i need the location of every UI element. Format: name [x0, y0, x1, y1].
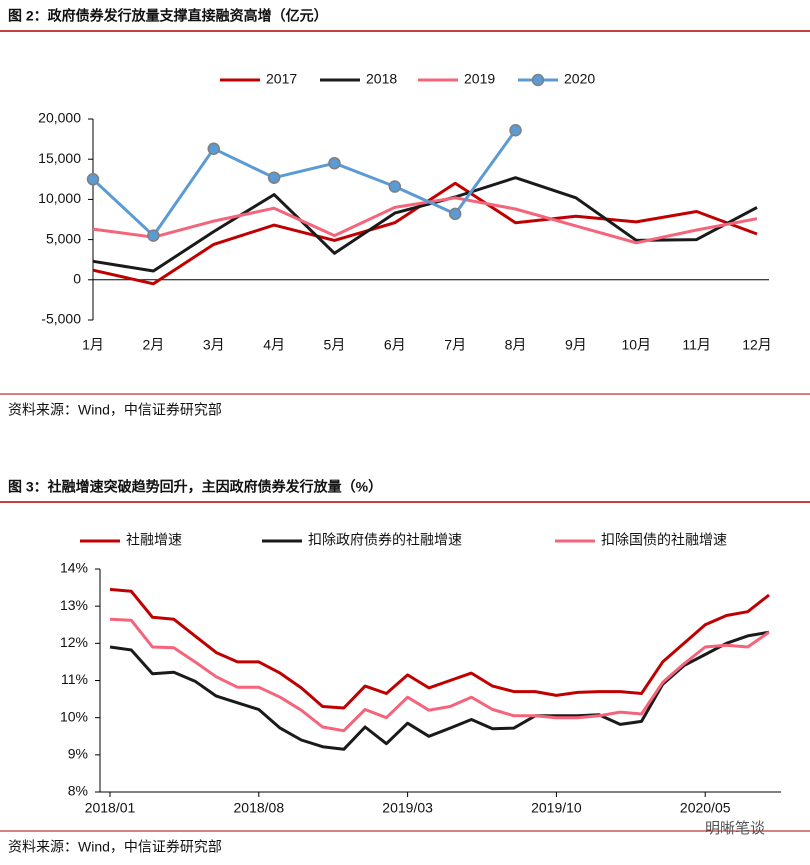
y-tick-label: 0 — [73, 271, 81, 287]
x-tick-label: 2019/03 — [382, 800, 433, 816]
y-tick-label: 14% — [60, 560, 88, 576]
point — [509, 124, 522, 137]
figure-caption: 图 3：社融增速突破趋势回升，主因政府债券发行放量（%） — [8, 479, 382, 495]
x-tick-label: 2018/01 — [85, 800, 136, 816]
y-tick-label: 10,000 — [38, 190, 81, 206]
legend-label: 2020 — [564, 71, 595, 87]
y-tick-label: 5,000 — [46, 230, 81, 246]
point — [267, 171, 281, 184]
y-tick-label: 13% — [60, 597, 88, 613]
x-tick-label: 7月 — [444, 337, 466, 353]
y-tick-label: 9% — [68, 746, 88, 762]
x-tick-label: 2020/05 — [680, 800, 731, 816]
legend-label: 2019 — [464, 71, 495, 87]
y-tick-label: 15,000 — [38, 150, 81, 166]
x-tick-label: 6月 — [384, 337, 406, 353]
y-tick-label: 11% — [61, 671, 88, 687]
point — [86, 173, 100, 186]
x-tick-label: 2月 — [142, 337, 164, 353]
x-tick-label: 8月 — [505, 337, 527, 353]
y-tick-label: 10% — [60, 708, 88, 724]
x-tick-label: 9月 — [565, 337, 587, 353]
x-tick-label: 2019/10 — [531, 800, 582, 816]
y-tick-label: 8% — [68, 783, 88, 799]
legend-label: 2017 — [266, 71, 297, 87]
x-tick-label: 12月 — [742, 337, 772, 353]
x-tick-label: 5月 — [324, 337, 346, 353]
point — [147, 229, 160, 242]
point — [207, 142, 220, 155]
x-tick-label: 1月 — [82, 337, 104, 353]
point — [388, 180, 402, 193]
source: 资料来源：Wind，中信证券研究部 — [8, 402, 222, 418]
series-line — [92, 181, 758, 286]
y-tick-label: 12% — [60, 634, 88, 650]
series-line — [109, 617, 770, 733]
y-tick-label: -5,000 — [41, 311, 81, 327]
x-tick-label: 3月 — [203, 337, 225, 353]
series-line — [109, 587, 770, 710]
point — [328, 156, 341, 170]
x-tick-label: 4月 — [263, 337, 285, 353]
series-line — [92, 196, 758, 245]
series-line — [91, 129, 517, 238]
series-line — [109, 630, 770, 751]
legend-label: 扣除政府债券的社融增速 — [308, 532, 462, 548]
x-tick-label: 11月 — [682, 337, 711, 353]
legend-label: 2018 — [366, 71, 397, 87]
x-tick-label: 2018/08 — [234, 800, 285, 816]
legend-marker — [531, 73, 545, 87]
y-tick-label: 20,000 — [38, 110, 81, 126]
x-tick-label: 10月 — [621, 337, 651, 353]
figure-caption: 图 2：政府债券发行放量支撑直接融资高增（亿元） — [8, 8, 328, 24]
legend-label: 扣除国债的社融增速 — [601, 532, 727, 548]
source: 资料来源：Wind，中信证券研究部 — [8, 839, 222, 855]
watermark: 明晰笔谈 — [705, 820, 765, 837]
legend-label: 社融增速 — [126, 532, 182, 548]
point — [448, 207, 462, 221]
